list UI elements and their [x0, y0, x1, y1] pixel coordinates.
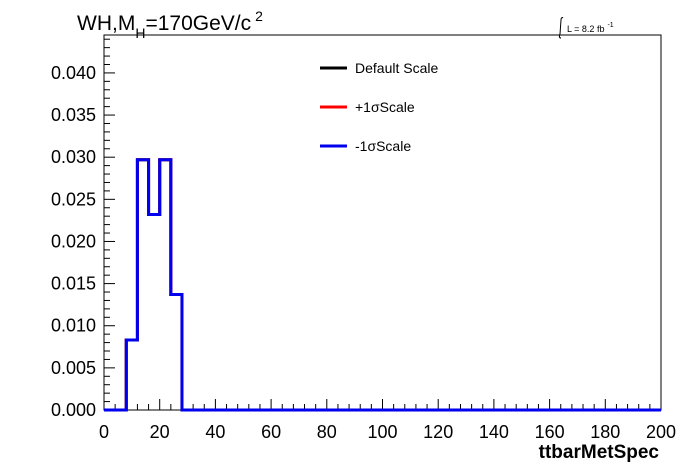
x-tick-label: 20 — [150, 422, 170, 442]
x-tick-label: 180 — [590, 422, 620, 442]
y-tick-label: 0.035 — [51, 105, 96, 125]
lumi-text: L = 8.2 fb -1 — [567, 22, 614, 34]
x-tick-label: 160 — [535, 422, 565, 442]
chart-title: WH,MH=170GeV/c 2 — [77, 8, 263, 41]
x-tick-label: 140 — [479, 422, 509, 442]
legend: Default Scale +1σScale -1σScale — [320, 60, 438, 154]
y-tick-label: 0.010 — [51, 316, 96, 336]
x-tick-label: 40 — [205, 422, 225, 442]
luminosity-label: L = 8.2 fb -1 — [558, 17, 614, 39]
y-tick-label: 0.005 — [51, 358, 96, 378]
x-tick-label: 0 — [99, 422, 109, 442]
integral-icon — [558, 17, 564, 39]
x-tick-label: 100 — [367, 422, 397, 442]
legend-label: +1σScale — [355, 99, 415, 115]
y-tick-label: 0.015 — [51, 274, 96, 294]
x-tick-label: 120 — [423, 422, 453, 442]
title-superscript: 2 — [255, 8, 263, 24]
title-main: WH,M — [77, 12, 135, 35]
y-tick-label: 0.025 — [51, 189, 96, 209]
lumi-superscript: -1 — [607, 22, 613, 29]
series-line — [104, 158, 661, 412]
series-layer — [104, 158, 661, 412]
y-tick-label: 0.000 — [51, 400, 96, 420]
y-axis: 0.000 0.005 0.010 0.015 0.020 0.025 0.030 0.035… — [51, 38, 115, 420]
y-tick-label: 0.030 — [51, 147, 96, 167]
x-axis-label: ttbarMetSpec — [539, 442, 660, 463]
x-tick-label: 200 — [646, 422, 676, 442]
x-tick-label: 60 — [261, 422, 281, 442]
legend-label: -1σScale — [355, 138, 411, 154]
lumi-prefix: L = 8.2 fb — [567, 24, 604, 34]
y-tick-label: 0.040 — [51, 63, 96, 83]
title-subscript: H — [135, 25, 145, 41]
title-rest: =170GeV/c — [145, 12, 251, 35]
legend-label: Default Scale — [355, 60, 438, 76]
y-tick-label: 0.020 — [51, 231, 96, 251]
x-tick-label: 80 — [317, 422, 337, 442]
